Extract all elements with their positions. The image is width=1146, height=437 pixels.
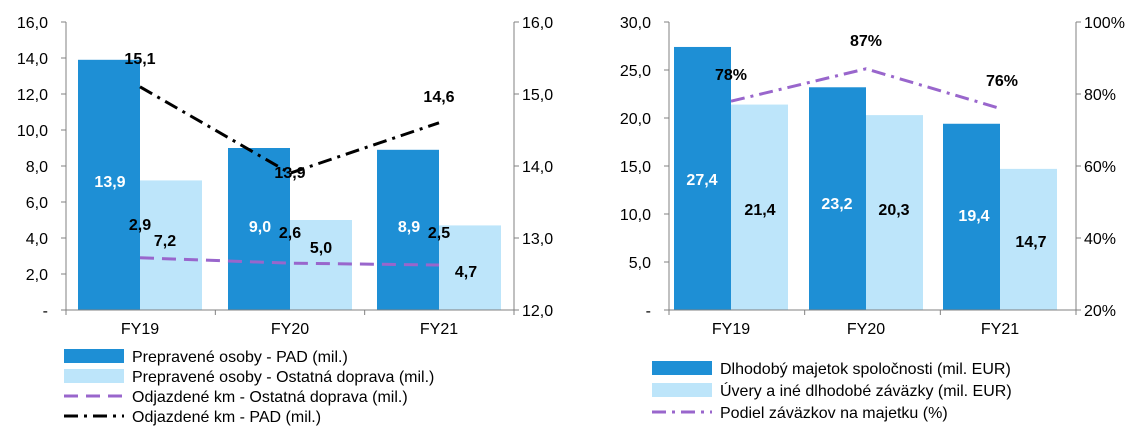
x-category-1-FY20: FY20 bbox=[271, 321, 309, 338]
y-left-tick-1: 10,0 bbox=[17, 123, 48, 140]
x-category-1-FY21: FY21 bbox=[420, 321, 458, 338]
line-label-2-1-FY19: 78% bbox=[715, 67, 747, 84]
bar-label-1-1-FY20: 9,0 bbox=[249, 219, 271, 236]
bar-1-2-FY21 bbox=[439, 225, 501, 310]
legend-label-2-1: Dlhodobý majetok spoločnosti (mil. EUR) bbox=[720, 361, 1011, 378]
y-left-tick-2: 30,0 bbox=[620, 15, 651, 32]
bar-label-2-2-FY20: 20,3 bbox=[878, 202, 909, 219]
y-left-tick-1: - bbox=[43, 303, 48, 320]
bar-2-1-FY20 bbox=[809, 87, 866, 310]
x-category-1-FY19: FY19 bbox=[121, 321, 159, 338]
legend-label-1-1: Prepravené osoby - PAD (mil.) bbox=[132, 349, 348, 366]
legend-label-1-3: Odjazdené km - Ostatná doprava (mil.) bbox=[132, 389, 408, 406]
y-right-tick-2: 20% bbox=[1084, 303, 1116, 320]
line-label-2-1-FY20: 87% bbox=[850, 33, 882, 50]
y-left-tick-1: 4,0 bbox=[26, 231, 48, 248]
line-label-1-2-FY21: 14,6 bbox=[423, 89, 454, 106]
legend-label-2-3: Podiel záväzkov na majetku (%) bbox=[720, 405, 948, 422]
legend-label-1-2: Prepravené osoby - Ostatná doprava (mil.… bbox=[132, 369, 434, 386]
y-right-tick-1: 12,0 bbox=[522, 303, 553, 320]
legend-swatch-1-1 bbox=[64, 349, 124, 363]
y-left-tick-2: 15,0 bbox=[620, 159, 651, 176]
y-left-tick-2: 20,0 bbox=[620, 111, 651, 128]
y-right-tick-2: 40% bbox=[1084, 231, 1116, 248]
legend-swatch-1-2 bbox=[64, 369, 124, 383]
y-right-tick-1: 15,0 bbox=[522, 87, 553, 104]
bar-label-1-2-FY21: 4,7 bbox=[455, 264, 477, 281]
y-right-tick-2: 100% bbox=[1084, 15, 1125, 32]
bar-2-2-FY21 bbox=[1000, 168, 1057, 310]
line-label-2-1-FY21: 76% bbox=[986, 73, 1018, 90]
y-right-tick-2: 60% bbox=[1084, 159, 1116, 176]
bar-2-2-FY20 bbox=[866, 115, 923, 311]
y-left-tick-1: 2,0 bbox=[26, 267, 48, 284]
y-right-tick-1: 13,0 bbox=[522, 231, 553, 248]
y-right-tick-1: 16,0 bbox=[522, 15, 553, 32]
line-label-1-2-FY19: 15,1 bbox=[124, 51, 155, 68]
y-left-tick-2: - bbox=[646, 303, 651, 320]
bar-label-2-1-FY20: 23,2 bbox=[821, 196, 852, 213]
bar-label-1-2-FY20: 5,0 bbox=[310, 240, 332, 257]
bar-label-1-2-FY19: 7,2 bbox=[154, 233, 176, 250]
line-label-1-1-FY19: 2,9 bbox=[129, 217, 151, 234]
bar-label-2-1-FY19: 27,4 bbox=[686, 172, 717, 189]
y-left-tick-1: 6,0 bbox=[26, 195, 48, 212]
bar-2-1-FY21 bbox=[943, 123, 1000, 310]
line-2-1 bbox=[730, 67, 1001, 110]
bar-label-2-2-FY21: 14,7 bbox=[1015, 234, 1046, 251]
bar-1-1-FY20 bbox=[228, 148, 290, 310]
line-label-1-1-FY21: 2,5 bbox=[428, 225, 450, 242]
bar-1-2-FY19 bbox=[140, 180, 202, 310]
line-label-1-1-FY20: 2,6 bbox=[279, 225, 301, 242]
line-label-1-2-FY20: 13,9 bbox=[274, 165, 305, 182]
y-left-tick-2: 10,0 bbox=[620, 207, 651, 224]
bar-1-1-FY21 bbox=[377, 149, 439, 310]
bar-label-2-1-FY21: 19,4 bbox=[958, 208, 989, 225]
x-category-2-FY19: FY19 bbox=[712, 321, 750, 338]
bar-2-2-FY19 bbox=[731, 104, 788, 310]
legend-swatch-2-2 bbox=[652, 383, 712, 397]
y-right-tick-2: 80% bbox=[1084, 87, 1116, 104]
chart-1: - 2,0 4,0 6,0 8,0 10,0 12,0 14,0 16,0 12,0 13,0 14,… bbox=[17, 15, 553, 426]
y-right-tick-1: 14,0 bbox=[522, 159, 553, 176]
legend-label-1-4: Odjazdené km - PAD (mil.) bbox=[132, 409, 321, 426]
legend-label-2-2: Úvery a iné dlhodobé záväzky (mil. EUR) bbox=[720, 381, 1012, 400]
bar-1-1-FY19 bbox=[78, 59, 140, 310]
line-1-1 bbox=[139, 256, 440, 267]
y-left-tick-1: 8,0 bbox=[26, 159, 48, 176]
x-category-2-FY21: FY21 bbox=[981, 321, 1019, 338]
y-left-tick-1: 12,0 bbox=[17, 87, 48, 104]
x-category-2-FY20: FY20 bbox=[847, 321, 885, 338]
bar-2-1-FY19 bbox=[674, 46, 731, 311]
y-left-tick-2: 5,0 bbox=[629, 255, 651, 272]
y-left-tick-1: 14,0 bbox=[17, 51, 48, 68]
bar-label-2-2-FY19: 21,4 bbox=[744, 202, 775, 219]
y-left-tick-2: 25,0 bbox=[620, 63, 651, 80]
legend-swatch-2-1 bbox=[652, 361, 712, 375]
chart-2: - 5,0 10,0 15,0 20,0 25,0 30,0 20% 40% 60% 80% 100%… bbox=[620, 15, 1125, 422]
bar-label-1-1-FY21: 8,9 bbox=[398, 219, 420, 236]
bar-label-1-1-FY19: 13,9 bbox=[94, 174, 125, 191]
y-left-tick-1: 16,0 bbox=[17, 15, 48, 32]
